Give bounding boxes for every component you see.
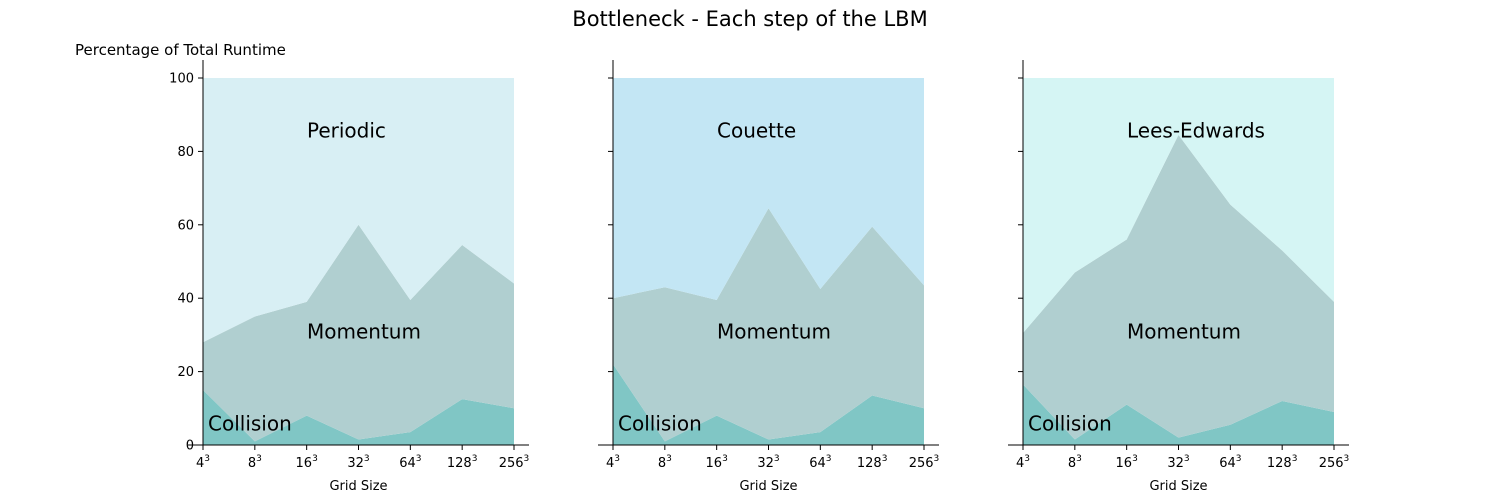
series-label-periodic: Periodic [307, 119, 386, 143]
series-label-collision: Collision [618, 412, 702, 436]
area-collision [613, 364, 924, 445]
x-tick-label: 1283 [1267, 454, 1298, 471]
x-tick-label: 163 [1116, 454, 1138, 471]
area-couette [613, 78, 924, 301]
series-label-momentum: Momentum [307, 320, 421, 344]
x-tick-label: 163 [296, 454, 318, 471]
x-tick-label: 1283 [857, 454, 888, 471]
x-tick-label: 2563 [1319, 454, 1350, 471]
y-tick-label: 0 [186, 439, 194, 454]
y-tick-label: 100 [169, 72, 194, 87]
series-label-collision: Collision [1028, 412, 1112, 436]
x-tick-label: 43 [606, 454, 620, 471]
x-tick-label: 2563 [909, 454, 940, 471]
area-momentum [1023, 134, 1334, 440]
series-label-lees-edwards: Lees-Edwards [1127, 119, 1265, 143]
chart-title: Bottleneck - Each step of the LBM [572, 7, 927, 31]
x-tick-label: 643 [399, 454, 421, 471]
series-label-momentum: Momentum [1127, 320, 1241, 344]
y-tick-label: 40 [177, 292, 194, 307]
panel-2: Collision Momentum Couette 43 83 163 323 643 128… [598, 60, 939, 494]
panel-1: Collision Momentum Periodic 0 20 40 60 80 100 43 8… [169, 60, 529, 494]
y-tick-label: 20 [177, 365, 194, 380]
x-tick-label: 43 [1016, 454, 1030, 471]
series-label-collision: Collision [208, 412, 292, 436]
y-tick-label: 80 [177, 145, 194, 160]
area-collision [203, 389, 514, 445]
x-tick-label: 43 [196, 454, 210, 471]
area-momentum [203, 224, 514, 442]
area-collision [1023, 384, 1334, 445]
x-tick-label: 83 [658, 454, 672, 471]
y-axis-label: Percentage of Total Runtime [75, 41, 286, 59]
x-tick-label: 1283 [447, 454, 478, 471]
series-label-couette: Couette [717, 119, 796, 143]
x-tick-label: 643 [809, 454, 831, 471]
x-tick-label: 323 [757, 454, 779, 471]
x-tick-label: 323 [347, 454, 369, 471]
area-lees-edwards [1023, 78, 1334, 334]
x-axis-label: Grid Size [739, 479, 797, 494]
x-tick-label: 2563 [499, 454, 530, 471]
x-axis-label: Grid Size [329, 479, 387, 494]
x-tick-label: 83 [248, 454, 262, 471]
panel-3: Collision Momentum Lees-Edwards 43 83 163 323 6… [1008, 60, 1349, 494]
area-periodic [203, 78, 514, 343]
area-momentum [613, 208, 924, 442]
y-tick-label: 60 [177, 218, 194, 233]
series-label-momentum: Momentum [717, 320, 831, 344]
x-tick-label: 323 [1167, 454, 1189, 471]
x-tick-label: 163 [706, 454, 728, 471]
x-axis-label: Grid Size [1149, 479, 1207, 494]
x-tick-label: 643 [1219, 454, 1241, 471]
x-tick-label: 83 [1068, 454, 1082, 471]
